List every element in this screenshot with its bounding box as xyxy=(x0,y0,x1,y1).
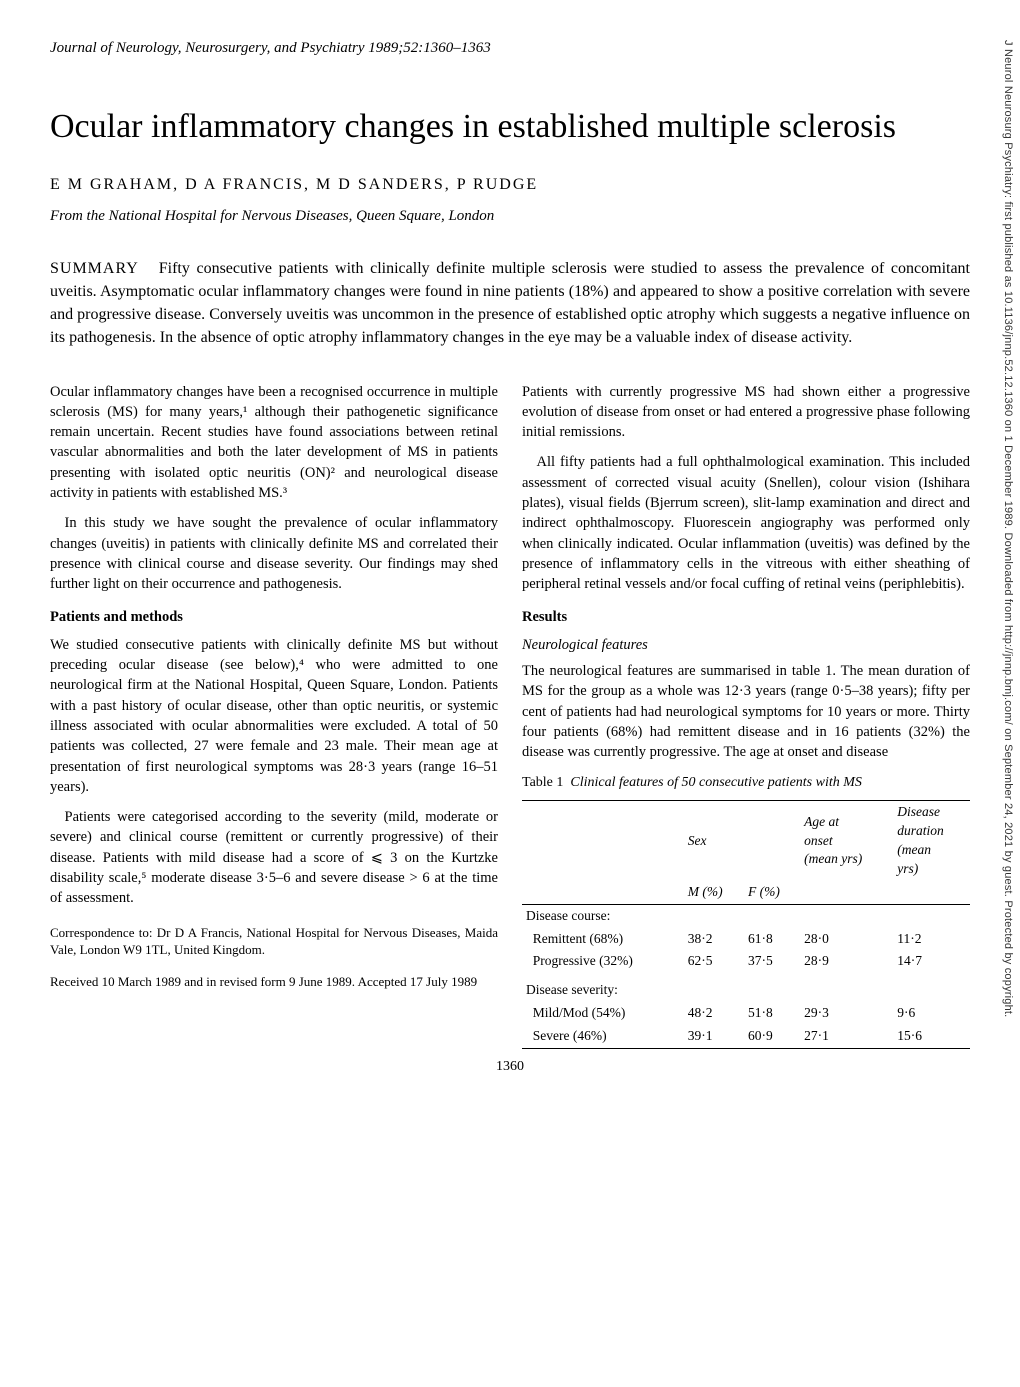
table-row: Disease course: xyxy=(522,904,970,927)
intro-para-1: Ocular inflammatory changes have been a … xyxy=(50,382,498,504)
affiliation: From the National Hospital for Nervous D… xyxy=(50,208,970,225)
row-name: Mild/Mod (54%) xyxy=(522,1002,684,1025)
results-para-1: The neurological features are summarised… xyxy=(522,661,970,762)
cell: 51·8 xyxy=(744,1002,800,1025)
summary-text: Fifty consecutive patients with clinical… xyxy=(50,260,970,347)
row-name: Severe (46%) xyxy=(522,1025,684,1048)
right-para-2: All fifty patients had a full ophthalmol… xyxy=(522,452,970,594)
received-dates: Received 10 March 1989 and in revised fo… xyxy=(50,974,498,991)
table1-title: Clinical features of 50 consecutive pati… xyxy=(570,775,862,790)
group-label: Disease severity: xyxy=(522,979,970,1002)
journal-header: Journal of Neurology, Neurosurgery, and … xyxy=(50,40,970,57)
table-row: Progressive (32%) 62·5 37·5 28·9 14·7 xyxy=(522,950,970,973)
cell: 28·9 xyxy=(800,950,893,973)
right-para-1: Patients with currently progressive MS h… xyxy=(522,382,970,443)
th-blank3 xyxy=(800,881,893,904)
table-row: Disease severity: xyxy=(522,979,970,1002)
th-m: M (%) xyxy=(684,881,744,904)
results-heading: Results xyxy=(522,607,970,627)
authors: E M GRAHAM, D A FRANCIS, M D SANDERS, P … xyxy=(50,176,970,194)
intro-para-2: In this study we have sought the prevale… xyxy=(50,513,498,594)
right-column: Patients with currently progressive MS h… xyxy=(522,382,970,1049)
summary-block: SUMMARY Fifty consecutive patients with … xyxy=(50,257,970,350)
row-name: Remittent (68%) xyxy=(522,928,684,951)
group-label: Disease course: xyxy=(522,904,970,927)
left-column: Ocular inflammatory changes have been a … xyxy=(50,382,498,1049)
summary-label: SUMMARY xyxy=(50,260,139,277)
th-blank4 xyxy=(893,881,970,904)
methods-para-2: Patients were categorised according to t… xyxy=(50,807,498,908)
table-row: Mild/Mod (54%) 48·2 51·8 29·3 9·6 xyxy=(522,1002,970,1025)
cell: 28·0 xyxy=(800,928,893,951)
cell: 60·9 xyxy=(744,1025,800,1048)
cell: 38·2 xyxy=(684,928,744,951)
article-title: Ocular inflammatory changes in establish… xyxy=(50,107,970,148)
page-number: 1360 xyxy=(50,1059,970,1075)
th-sex: Sex xyxy=(684,801,800,881)
cell: 11·2 xyxy=(893,928,970,951)
table-row: Remittent (68%) 38·2 61·8 28·0 11·2 xyxy=(522,928,970,951)
neuro-subheading: Neurological features xyxy=(522,635,970,655)
cell: 9·6 xyxy=(893,1002,970,1025)
cell: 29·3 xyxy=(800,1002,893,1025)
th-f: F (%) xyxy=(744,881,800,904)
correspondence: Correspondence to: Dr D A Francis, Natio… xyxy=(50,925,498,959)
th-duration: Diseaseduration(meanyrs) xyxy=(893,801,970,881)
table1-label: Table 1 xyxy=(522,775,563,790)
th-age: Age atonset(mean yrs) xyxy=(800,801,893,881)
methods-para-1: We studied consecutive patients with cli… xyxy=(50,635,498,797)
cell: 61·8 xyxy=(744,928,800,951)
table1-caption: Table 1 Clinical features of 50 consecut… xyxy=(522,773,970,793)
cell: 62·5 xyxy=(684,950,744,973)
cell: 39·1 xyxy=(684,1025,744,1048)
th-blank xyxy=(522,801,684,881)
cell: 48·2 xyxy=(684,1002,744,1025)
cell: 27·1 xyxy=(800,1025,893,1048)
two-column-body: Ocular inflammatory changes have been a … xyxy=(50,382,970,1049)
cell: 15·6 xyxy=(893,1025,970,1048)
table1: Sex Age atonset(mean yrs) Diseaseduratio… xyxy=(522,800,970,1049)
row-name: Progressive (32%) xyxy=(522,950,684,973)
cell: 14·7 xyxy=(893,950,970,973)
th-blank2 xyxy=(522,881,684,904)
cell: 37·5 xyxy=(744,950,800,973)
methods-heading: Patients and methods xyxy=(50,607,498,627)
table-row: Severe (46%) 39·1 60·9 27·1 15·6 xyxy=(522,1025,970,1048)
copyright-sidebar: J Neurol Neurosurg Psychiatry: first pub… xyxy=(1002,40,1014,1340)
